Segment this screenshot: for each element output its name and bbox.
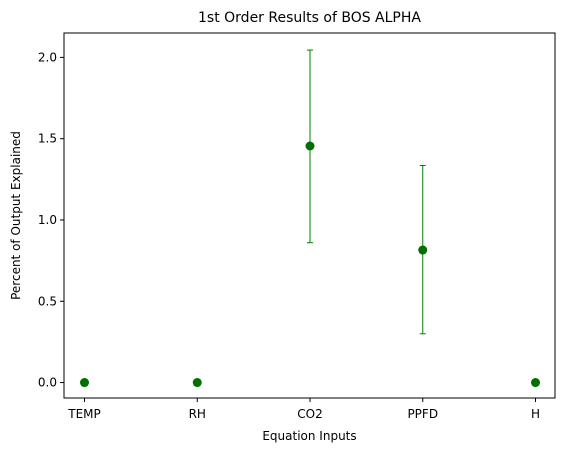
data-points [80,141,540,388]
x-tick-label: PPFD [407,407,438,421]
x-tick-label: H [531,407,540,421]
y-axis-title: Percent of Output Explained [9,131,23,300]
data-point-rh [192,378,202,388]
y-tick-label: 0.0 [38,376,57,390]
data-point-temp [80,378,89,388]
y-axis: 0.0 0.5 1.0 1.5 2.0 [38,50,64,390]
x-axis-title: Equation Inputs [262,429,356,443]
error-bars [307,49,426,335]
chart-title: 1st Order Results of BOS ALPHA [198,10,421,26]
y-tick-label: 1.5 [38,132,57,146]
data-point-h [531,378,540,388]
x-tick-label: CO2 [297,407,322,421]
x-tick-label: TEMP [67,407,101,421]
data-point-ppfd [418,245,428,255]
data-point-co2 [305,141,315,151]
y-tick-label: 1.0 [38,213,57,227]
y-tick-label: 2.0 [38,50,57,64]
x-axis: TEMP RH CO2 PPFD H [67,398,540,421]
x-tick-label: RH [189,407,206,421]
y-tick-label: 0.5 [38,294,57,308]
